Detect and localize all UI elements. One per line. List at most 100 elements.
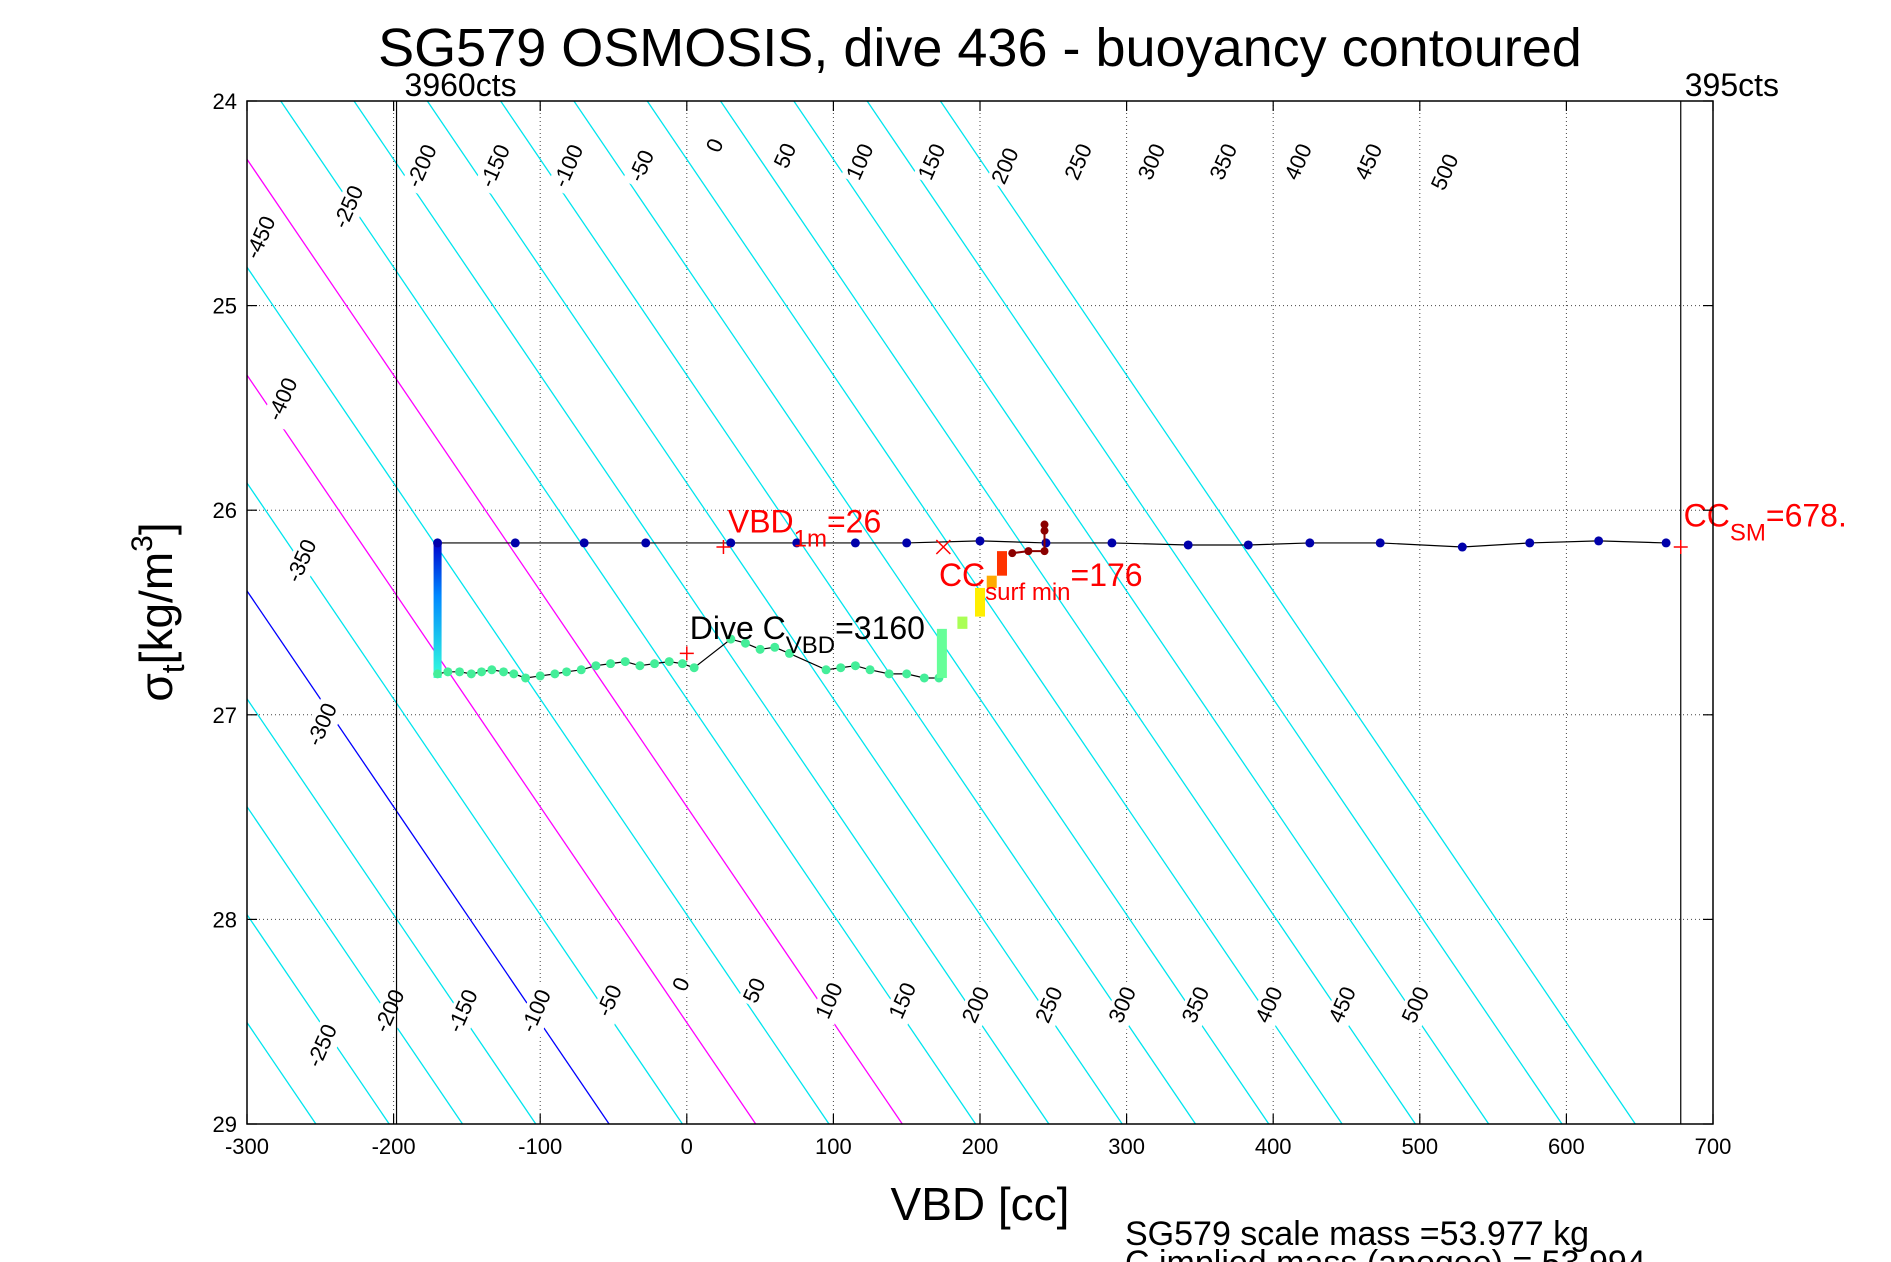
climb-point [1305, 538, 1315, 548]
x-tick-label: 100 [815, 1134, 852, 1159]
descent-point [443, 667, 453, 677]
annotation-value: =26 [827, 504, 881, 540]
x-tick-label: -100 [518, 1134, 562, 1159]
descent-point [521, 673, 531, 683]
contour-label-background [590, 976, 631, 1026]
climb-point [1525, 538, 1535, 548]
climb-point [1457, 542, 1467, 552]
descent-point [635, 661, 645, 671]
climb-point [792, 538, 802, 548]
descent-point [664, 657, 674, 667]
colored-path-segment [986, 575, 997, 588]
descent-point [755, 644, 765, 654]
annotation-label: Dive CVBD=3160 [690, 610, 925, 659]
count-limit-label: 395cts [1685, 67, 1779, 103]
contour-label-background [260, 369, 307, 430]
contour-label-background [1029, 980, 1071, 1030]
red-plus-marker [716, 540, 731, 555]
contour-label-background [985, 141, 1027, 191]
red-plus-marker [679, 646, 694, 661]
climb-point [1107, 538, 1117, 548]
descent-point [850, 661, 860, 671]
x-tick-label: 300 [1108, 1134, 1145, 1159]
contour-line-550 [719, 101, 1416, 1124]
contour-label-background [441, 981, 487, 1042]
contour-line-200 [247, 158, 903, 1124]
colored-path-segment [936, 628, 947, 678]
descent-point [770, 642, 780, 652]
contour-label-background [238, 208, 285, 269]
descent-point [836, 663, 846, 673]
descent-point [487, 665, 497, 675]
descent-point [499, 667, 509, 677]
climb-point [433, 538, 443, 548]
descent-point [562, 667, 572, 677]
descent-point [919, 673, 929, 683]
contour-label-background [700, 132, 732, 160]
contour-label-background [956, 980, 998, 1030]
x-axis-label: VBD [cc] [891, 1178, 1070, 1230]
climb-point [641, 538, 651, 548]
descent-point [650, 659, 660, 669]
descent-point [865, 665, 875, 675]
contour-line-600 [793, 101, 1490, 1124]
contour-line-50 [247, 481, 683, 1124]
descent-point [821, 665, 831, 675]
contour-label-background [1103, 980, 1145, 1030]
annotation-main: VBD [728, 504, 794, 540]
descent-point [620, 657, 630, 667]
descent-point [884, 669, 894, 679]
surface-point [1040, 526, 1049, 535]
descent-point [576, 665, 586, 675]
descent-point [591, 661, 601, 671]
colored-path-segment [996, 551, 1007, 576]
contour-label-background [1059, 137, 1101, 187]
contour-label-background [1176, 980, 1218, 1030]
contour-line--150 [247, 913, 390, 1124]
contour-line-150 [247, 266, 830, 1124]
descent-point [606, 659, 616, 669]
y-tick-label: 29 [213, 1112, 237, 1137]
climb-point [850, 538, 860, 548]
y-tick-label: 26 [213, 498, 237, 523]
contour-label-background [666, 971, 698, 999]
surface-point [1024, 547, 1033, 556]
contour-label-background [1349, 137, 1391, 187]
contour-label-background [300, 1016, 347, 1077]
annotation-subscript: SM [1730, 520, 1766, 547]
contour-label-background [883, 976, 925, 1026]
contour-label-background [514, 981, 561, 1042]
x-tick-label: -300 [225, 1134, 269, 1159]
descent-point [477, 667, 487, 677]
descent-trace [437, 638, 939, 679]
footer-implied-mass: C implied mass (apogee) = 53.994 [1125, 1244, 1646, 1262]
contour-line-700 [939, 101, 1636, 1124]
annotation-value: =176 [1071, 557, 1143, 593]
contour-label-background [1323, 980, 1364, 1030]
annotation-label: VBD1m=26 [728, 504, 881, 553]
climb-point [510, 538, 520, 548]
descent-point [455, 667, 465, 677]
contour-label-background [1396, 980, 1438, 1030]
contour-label-background [1132, 137, 1174, 187]
bottom-vertical-segment [433, 540, 442, 678]
climb-point [1375, 538, 1385, 548]
contour-label-background [1204, 137, 1246, 187]
contour-label-background [810, 976, 851, 1026]
contour-label-background [367, 981, 414, 1042]
x-tick-label: 400 [1255, 1134, 1292, 1159]
count-limit-label: 3960cts [405, 67, 517, 103]
descent-point [535, 671, 545, 681]
annotation-label: CCsurf min=176 [939, 557, 1143, 606]
contour-line-350 [426, 101, 1123, 1124]
climb-point [975, 536, 985, 546]
contour-line-400 [500, 101, 1197, 1124]
climb-point [579, 538, 589, 548]
contour-label-background [300, 695, 347, 755]
descent-point [689, 663, 699, 673]
colored-path-segment [957, 616, 968, 629]
contour-line-300 [353, 101, 1050, 1124]
descent-point [509, 669, 519, 679]
vbd-limit-lines: 3960cts 395cts [395, 67, 1779, 1124]
